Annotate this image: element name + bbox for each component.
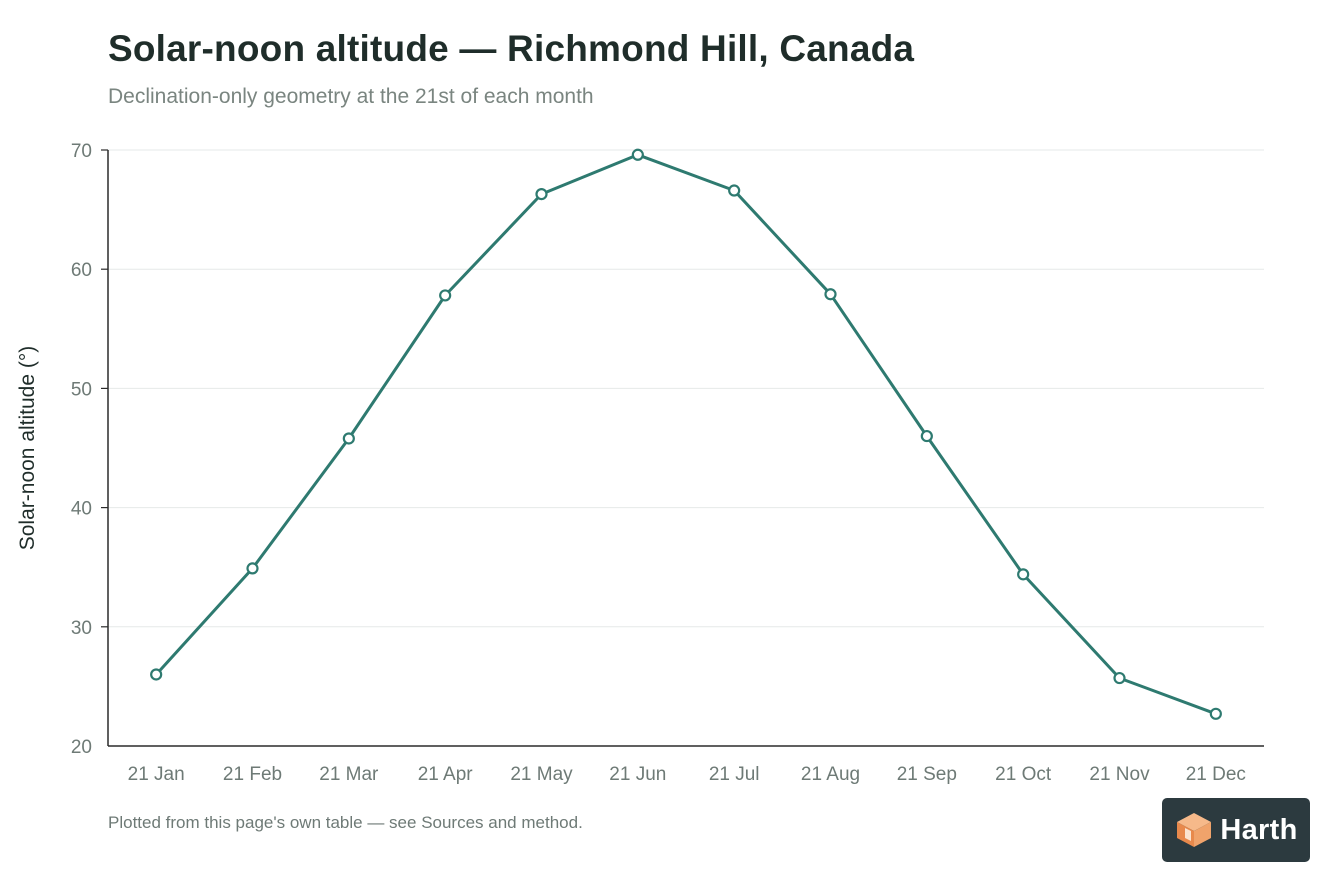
data-point-21-jul[interactable] — [728, 184, 741, 197]
x-tick-label: 21 Jan — [128, 764, 185, 785]
y-tick-label: 50 — [71, 379, 92, 400]
y-tick-label: 40 — [71, 499, 92, 520]
x-tick-label: 21 Dec — [1186, 764, 1246, 785]
logo-text: Harth — [1220, 813, 1298, 846]
y-axis-title: Solar-noon altitude (°) — [16, 346, 39, 551]
gridlines — [101, 149, 1264, 628]
data-point-21-jun[interactable] — [631, 148, 644, 161]
y-tick-labels: 20 30 40 50 60 70 — [71, 141, 92, 758]
data-point-21-jan[interactable] — [150, 668, 163, 681]
x-tick-label: 21 May — [510, 764, 573, 785]
series-group — [150, 148, 1222, 720]
chart-title: Solar-noon altitude — Richmond Hill, Can… — [108, 28, 915, 69]
data-point-21-apr[interactable] — [439, 289, 452, 302]
orange-cube-icon — [1174, 811, 1214, 849]
data-point-21-oct[interactable] — [1017, 568, 1030, 581]
data-point-21-nov[interactable] — [1113, 671, 1126, 685]
y-tick-label: 20 — [71, 737, 92, 758]
data-point-21-sep[interactable] — [920, 429, 933, 443]
x-tick-label: 21 Jun — [609, 764, 666, 785]
y-tick-label: 30 — [71, 618, 92, 639]
chart-subtitle: Declination-only geometry at the 21st of… — [108, 85, 594, 108]
y-tick-label: 60 — [71, 260, 92, 281]
data-point-21-dec[interactable] — [1209, 707, 1222, 720]
x-tick-label: 21 Aug — [801, 764, 860, 785]
data-point-21-feb[interactable] — [246, 562, 259, 575]
x-tick-label: 21 Apr — [418, 764, 474, 785]
data-point-21-mar[interactable] — [342, 432, 355, 445]
x-tick-label: 21 Mar — [319, 764, 379, 785]
data-point-21-may[interactable] — [535, 188, 548, 201]
data-point-21-aug[interactable] — [824, 288, 837, 301]
series-line — [155, 153, 1217, 716]
x-tick-labels: 21 Jan 21 Feb 21 Mar 21 Apr 21 May 21 Jun 21 J… — [128, 764, 1246, 785]
x-tick-label: 21 Oct — [995, 764, 1052, 785]
x-tick-label: 21 Nov — [1089, 764, 1150, 785]
harth-logo[interactable]: Harth — [1162, 798, 1310, 862]
footnote: Plotted from this page's own table — see… — [108, 813, 583, 832]
x-tick-label: 21 Jul — [709, 764, 760, 785]
x-tick-label: 21 Feb — [223, 764, 282, 785]
y-tick-label: 70 — [71, 141, 92, 162]
x-tick-label: 21 Sep — [897, 764, 957, 785]
